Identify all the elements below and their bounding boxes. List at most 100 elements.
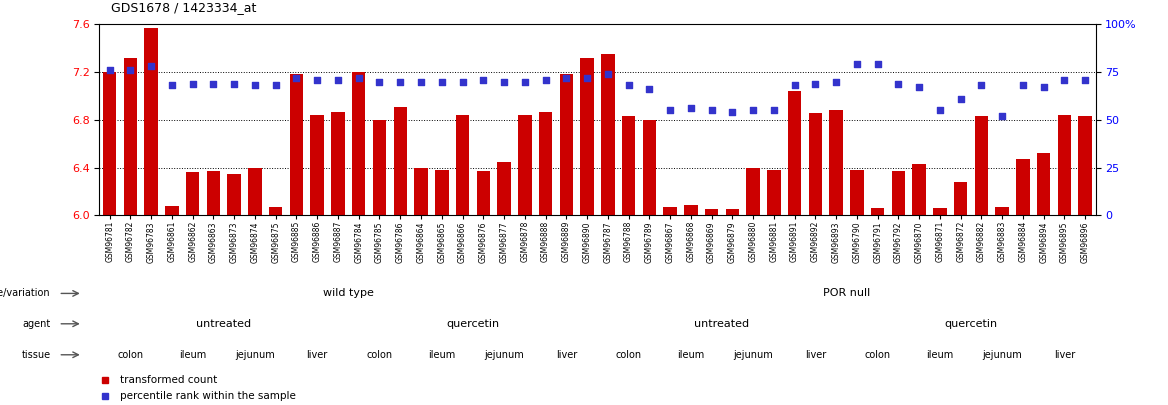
Bar [580, 58, 593, 215]
Text: colon: colon [367, 350, 392, 360]
Text: quercetin: quercetin [446, 319, 500, 329]
Point [785, 82, 804, 89]
Bar [746, 168, 760, 215]
Text: ileum: ileum [179, 350, 207, 360]
Bar [249, 168, 262, 215]
Bar [933, 208, 946, 215]
Point [640, 86, 659, 92]
Text: jejunum: jejunum [485, 350, 524, 360]
Point [951, 96, 969, 102]
Text: ileum: ileum [429, 350, 456, 360]
Text: jejunum: jejunum [235, 350, 274, 360]
Point [536, 77, 555, 83]
Point [162, 82, 181, 89]
Point [183, 80, 202, 87]
Point [993, 113, 1011, 119]
Bar [725, 209, 739, 215]
Bar [456, 115, 470, 215]
Bar [186, 173, 200, 215]
Point [141, 63, 160, 70]
Point [1014, 82, 1033, 89]
Point [225, 80, 244, 87]
Bar [788, 91, 801, 215]
Bar [850, 170, 863, 215]
Text: liver: liver [556, 350, 577, 360]
Bar [954, 182, 967, 215]
Bar [538, 111, 552, 215]
Point [391, 79, 410, 85]
Point [578, 75, 597, 81]
Point [121, 67, 140, 73]
Text: ileum: ileum [677, 350, 704, 360]
Text: untreated: untreated [695, 319, 750, 329]
Point [349, 75, 368, 81]
Bar [290, 75, 304, 215]
Point [328, 77, 347, 83]
Point [702, 107, 721, 113]
Bar [332, 111, 345, 215]
Bar [829, 110, 843, 215]
Point [868, 61, 887, 68]
Text: colon: colon [864, 350, 891, 360]
Bar [1078, 116, 1092, 215]
Point [287, 75, 306, 81]
Text: transformed count: transformed count [120, 375, 217, 385]
Bar [642, 120, 656, 215]
Bar [663, 207, 676, 215]
Bar [207, 171, 221, 215]
Point [1076, 77, 1094, 83]
Bar [103, 72, 117, 215]
Text: colon: colon [117, 350, 144, 360]
Bar [1037, 153, 1050, 215]
Point [453, 79, 472, 85]
Bar [311, 115, 324, 215]
Point [889, 80, 908, 87]
Bar [871, 208, 884, 215]
Bar [974, 116, 988, 215]
Bar [704, 209, 718, 215]
Bar [434, 170, 449, 215]
Point [474, 77, 493, 83]
Point [744, 107, 763, 113]
Bar [498, 162, 510, 215]
Text: untreated: untreated [196, 319, 251, 329]
Bar [415, 168, 427, 215]
Text: agent: agent [22, 319, 50, 329]
Point [266, 82, 285, 89]
Bar [477, 171, 491, 215]
Point [1035, 84, 1054, 91]
Point [598, 71, 617, 77]
Point [619, 82, 638, 89]
Point [100, 67, 119, 73]
Point [806, 80, 825, 87]
Bar [394, 107, 406, 215]
Point [848, 61, 867, 68]
Bar [352, 72, 366, 215]
Bar [1016, 159, 1030, 215]
Point [515, 79, 534, 85]
Bar [124, 58, 137, 215]
Text: colon: colon [616, 350, 641, 360]
Bar [519, 115, 531, 215]
Bar [165, 206, 179, 215]
Text: wild type: wild type [322, 288, 374, 298]
Text: liver: liver [306, 350, 328, 360]
Bar [891, 171, 905, 215]
Point [972, 82, 990, 89]
Bar [1058, 115, 1071, 215]
Point [681, 105, 700, 112]
Bar [228, 174, 241, 215]
Bar [767, 170, 780, 215]
Point [308, 77, 327, 83]
Text: POR null: POR null [823, 288, 870, 298]
Bar [145, 28, 158, 215]
Text: ileum: ileum [926, 350, 953, 360]
Point [432, 79, 451, 85]
Bar [373, 120, 387, 215]
Point [411, 79, 430, 85]
Point [661, 107, 680, 113]
Bar [912, 164, 926, 215]
Text: jejunum: jejunum [982, 350, 1022, 360]
Bar [995, 207, 1009, 215]
Point [765, 107, 784, 113]
